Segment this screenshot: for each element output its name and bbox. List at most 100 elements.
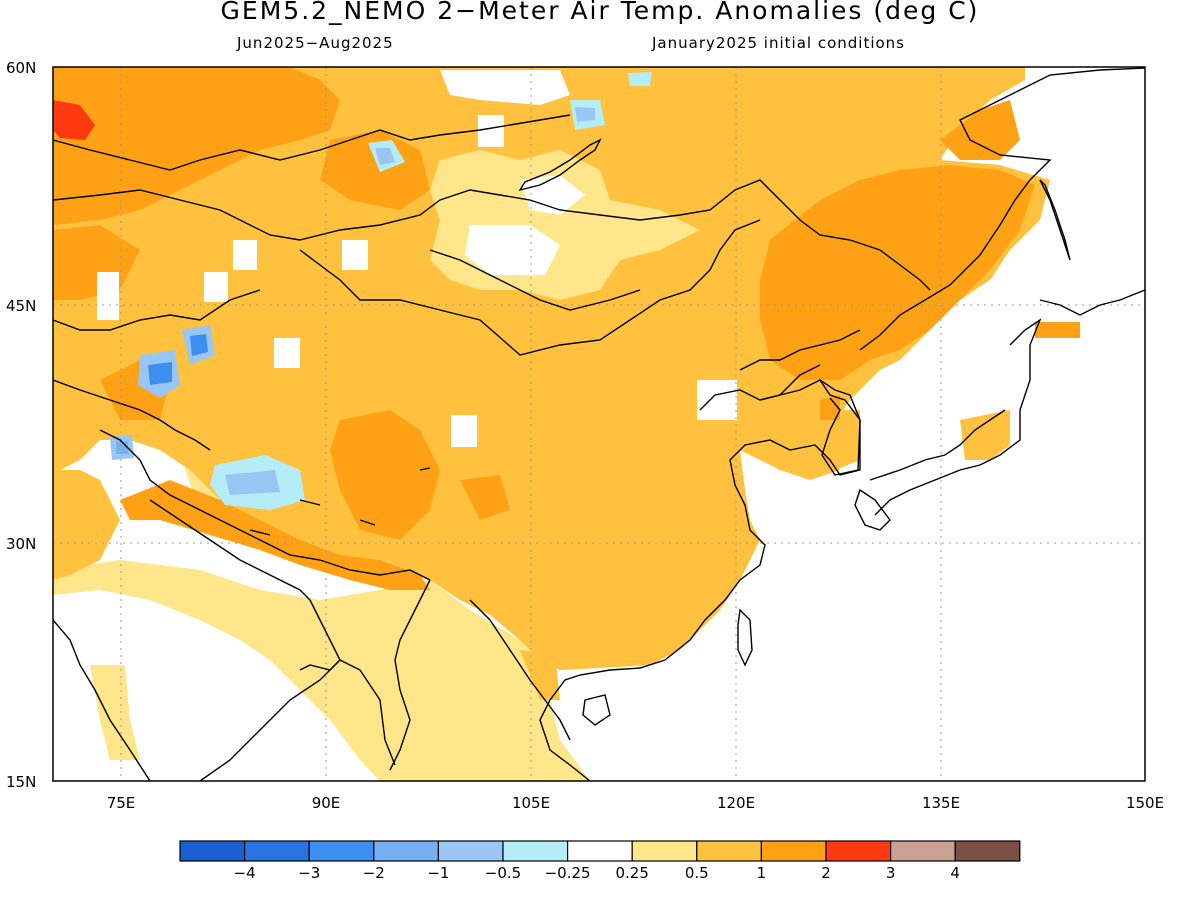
anomaly-1-2-far-east xyxy=(940,100,1020,160)
kazakh-south-border xyxy=(53,289,261,331)
lon-tick-label: 150E xyxy=(1126,794,1164,812)
map-frame xyxy=(52,66,1146,782)
kazakh-border xyxy=(53,189,301,241)
india-china-border xyxy=(99,429,431,581)
anomaly-0.5-1-japan xyxy=(960,410,1010,460)
anomaly-minus2-minus3-issyk xyxy=(190,334,208,356)
colorbar-swatch xyxy=(502,840,569,862)
neutral-white-patch-mongolia xyxy=(465,225,560,275)
neutral-cell xyxy=(233,240,257,270)
lat-tick-label: 30N xyxy=(6,535,36,553)
neutral-cell xyxy=(697,380,737,420)
anomaly-1-2-northeast-china xyxy=(760,165,1035,380)
neutral-white-patch-north xyxy=(440,70,570,105)
hokkaido xyxy=(1039,289,1145,316)
hainan xyxy=(582,694,611,726)
anomaly-1-2-hokkaido xyxy=(1035,322,1080,338)
anomaly-0.5-1-korea xyxy=(820,410,860,470)
colorbar-swatch xyxy=(437,840,504,862)
china-mongolia-border xyxy=(299,219,761,356)
coastlines-borders xyxy=(53,67,1145,781)
anomaly-2-3-west-siberia xyxy=(53,100,95,140)
anomaly-0.25-0.5-south-asia xyxy=(53,560,590,781)
colorbar-label: −3 xyxy=(298,864,320,882)
colorbar-swatch xyxy=(308,840,375,862)
bohai-inner xyxy=(739,329,861,371)
anomaly-0.5-1-south-china-tip xyxy=(520,650,560,700)
colorbar-label: 2 xyxy=(821,864,831,882)
colorbar-swatch xyxy=(760,840,827,862)
anomaly-minus2-minus3-balkhash xyxy=(148,362,172,385)
anomaly-0.5-1-india-strip xyxy=(53,470,120,580)
bay-of-bengal-coast xyxy=(199,659,396,781)
anomaly-1-2-himalaya xyxy=(120,480,430,590)
colorbar-swatch xyxy=(825,840,892,862)
taiwan xyxy=(737,608,753,667)
anomaly-1-2-central-siberia xyxy=(320,130,430,210)
japan-west xyxy=(869,409,1006,481)
lon-tick-label: 90E xyxy=(312,794,341,812)
colorbar-label: 4 xyxy=(950,864,960,882)
colorbar-label: −0.25 xyxy=(545,864,591,882)
colorbar-swatch xyxy=(954,840,1021,862)
colorbar-label: 0.25 xyxy=(615,864,648,882)
colorbar-swatch xyxy=(244,840,310,862)
neutral-cell xyxy=(478,115,504,147)
colorbar-label: 1 xyxy=(757,864,767,882)
neutral-cell xyxy=(342,240,368,270)
tibet-lakes xyxy=(249,467,431,536)
lon-tick-label: 120E xyxy=(717,794,755,812)
china-east-coast xyxy=(539,379,861,781)
forecast-period: Jun2025−Aug2025 xyxy=(237,34,394,52)
colorbar-swatch xyxy=(179,840,246,862)
siberia-rivers xyxy=(53,114,571,171)
colorbar-swatch xyxy=(889,840,956,862)
russia-pacific-coast xyxy=(859,67,1145,351)
japan-honshu xyxy=(874,318,1042,516)
colorbar-label: −0.5 xyxy=(485,864,521,882)
neutral-cell xyxy=(204,272,228,302)
lat-tick-label: 45N xyxy=(6,297,36,315)
colorbar-label: −4 xyxy=(234,864,256,882)
laos-vietnam-border xyxy=(469,599,571,741)
chart-title: GEM5.2_NEMO 2−Meter Air Temp. Anomalies … xyxy=(220,0,980,25)
sakhalin xyxy=(1039,179,1071,261)
bohai-coast xyxy=(699,364,821,411)
lat-axis: 60N 45N 30N 15N xyxy=(6,59,36,791)
kyushu xyxy=(854,488,891,531)
anomaly-field xyxy=(53,67,1145,781)
anomaly-minus0.25-minus0.5-top xyxy=(628,72,652,86)
colorbar-label: −2 xyxy=(363,864,385,882)
colorbar: −4 −3 −2 −1 −0.5 −0.25 0.25 0.5 1 2 3 4 xyxy=(179,840,1021,882)
lon-tick-label: 105E xyxy=(512,794,550,812)
neutral-cell xyxy=(451,415,477,447)
central-asia-border xyxy=(53,379,211,451)
neutral-cell xyxy=(274,338,300,368)
inner-china-border xyxy=(429,249,641,311)
anomaly-1-2-korea-west xyxy=(820,395,840,420)
colorbar-label: −1 xyxy=(427,864,449,882)
india-nepal-border xyxy=(149,499,311,601)
colorbar-swatch xyxy=(631,840,698,862)
neutral-cell xyxy=(97,272,119,320)
russia-mongolia-border xyxy=(299,179,931,291)
anomaly-1-2-central-china xyxy=(330,410,440,540)
anomaly-1-2-west-siberia xyxy=(53,67,340,225)
anomaly-0.25-0.5-india-west xyxy=(90,665,140,760)
initial-conditions: January2025 initial conditions xyxy=(652,34,905,52)
colorbar-swatch xyxy=(373,840,439,862)
lon-tick-label: 135E xyxy=(922,794,960,812)
india-coast xyxy=(53,619,151,781)
korea-coast xyxy=(819,379,861,476)
anomaly-minus0.5-minus1-north xyxy=(575,107,595,122)
colorbar-label: 3 xyxy=(886,864,896,882)
graticule xyxy=(53,67,1145,781)
lat-tick-label: 60N xyxy=(6,59,36,77)
baikal-lake xyxy=(518,138,602,192)
anomaly-1-2-sichuan xyxy=(460,475,510,520)
anomaly-minus0.5-minus1-tibet xyxy=(225,470,280,495)
anomaly-minus0.5-minus1-sayan xyxy=(375,148,395,165)
colorbar-swatch xyxy=(696,840,762,862)
lon-tick-label: 75E xyxy=(107,794,136,812)
lat-tick-label: 15N xyxy=(6,773,36,791)
